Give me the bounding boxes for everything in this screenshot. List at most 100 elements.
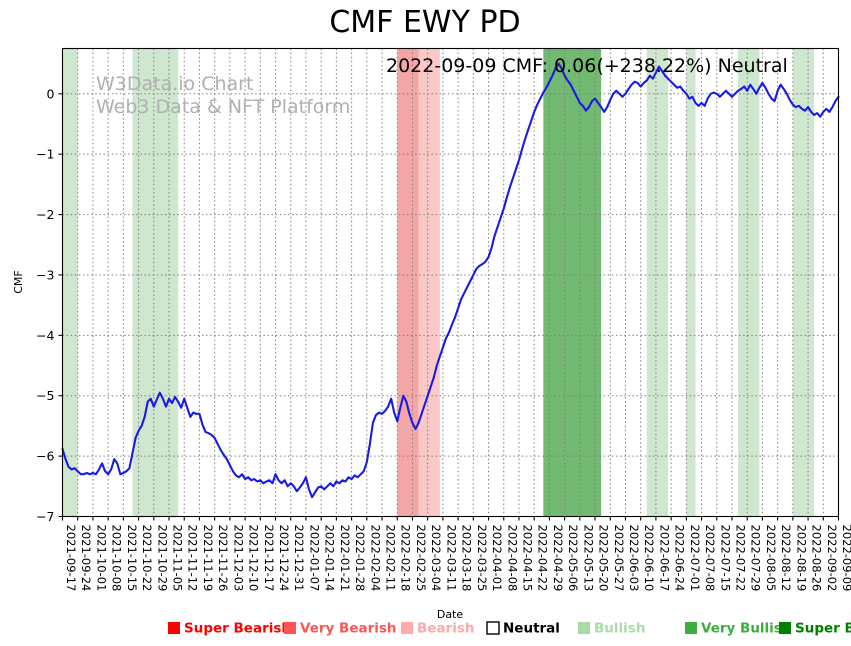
legend-swatch xyxy=(284,622,296,634)
condition-band xyxy=(418,48,440,517)
x-tick-label: 2021-12-03 xyxy=(231,525,245,592)
x-tick-label: 2022-01-21 xyxy=(338,525,352,592)
legend-item[interactable]: Super Bullish xyxy=(779,621,851,637)
x-tick-label: 2022-04-01 xyxy=(490,525,504,592)
condition-band xyxy=(397,48,419,517)
plot-border xyxy=(61,47,840,518)
x-tick-label: 2022-01-07 xyxy=(307,525,321,592)
y-tick-label: −1 xyxy=(36,147,54,162)
x-tick-label: 2022-05-13 xyxy=(581,525,595,592)
y-tick-label: −2 xyxy=(36,207,54,222)
condition-band xyxy=(738,48,760,517)
x-tick-label: 2021-12-17 xyxy=(262,525,276,592)
legend-swatch xyxy=(685,622,697,634)
legend-label: Very Bearish xyxy=(300,621,397,637)
x-tick-label: 2021-12-10 xyxy=(247,525,261,592)
y-tick-label: 0 xyxy=(47,86,55,101)
latest-value-annotation: 2022-09-09 CMF: 0.06(+238.22%) Neutral xyxy=(386,55,788,77)
x-tick-label: 2022-04-15 xyxy=(520,525,534,592)
x-tick-label: 2022-09-02 xyxy=(825,525,839,592)
y-tick-label: −3 xyxy=(36,267,54,282)
page-title: CMF EWY PD xyxy=(329,5,520,40)
x-tick-label: 2022-07-22 xyxy=(733,525,747,592)
x-tick-label: 2022-09-09 xyxy=(840,525,851,592)
x-tick-label: 2022-07-08 xyxy=(703,525,717,592)
x-tick-label: 2022-08-26 xyxy=(810,525,824,592)
condition-band xyxy=(792,48,815,517)
legend-item[interactable]: Bullish xyxy=(578,621,645,637)
legend-swatch xyxy=(578,622,590,634)
watermark-line-1: W3Data.io Chart xyxy=(96,73,253,95)
x-tick-label: 2022-08-05 xyxy=(764,525,778,592)
plot-background xyxy=(62,48,839,517)
x-tick-label: 2021-11-26 xyxy=(216,525,230,592)
x-tick-label: 2022-02-11 xyxy=(384,525,398,592)
legend-label: Bullish xyxy=(594,621,645,637)
y-tick-label: −4 xyxy=(36,328,54,343)
x-tick-label: 2021-12-31 xyxy=(292,525,306,592)
condition-band xyxy=(646,48,669,517)
x-tick-label: 2021-10-15 xyxy=(125,525,139,592)
x-tick-label: 2021-10-22 xyxy=(140,525,154,592)
x-tick-label: 2022-08-19 xyxy=(794,525,808,592)
x-tick-label: 2022-06-10 xyxy=(642,525,656,592)
x-tick-label: 2022-03-25 xyxy=(475,525,489,592)
legend-item[interactable]: Bearish xyxy=(401,621,475,637)
condition-band xyxy=(543,48,602,517)
x-tick-label: 2022-01-14 xyxy=(323,525,337,592)
x-tick-label: 2022-04-29 xyxy=(551,525,565,592)
legend-label: Neutral xyxy=(503,621,560,637)
x-tick-label: 2022-07-15 xyxy=(718,525,732,592)
x-tick-label: 2022-04-08 xyxy=(505,525,519,592)
watermark-line-2: Web3 Data & NFT Platform xyxy=(96,96,350,118)
legend-item[interactable]: Neutral xyxy=(486,621,560,637)
legend-swatch xyxy=(168,622,180,634)
legend-swatch xyxy=(486,621,500,635)
legend-label: Very Bullish xyxy=(701,621,791,637)
legend-item[interactable]: Very Bearish xyxy=(284,621,397,637)
legend-label: Super Bearish xyxy=(184,621,291,637)
x-tick-label: 2022-05-20 xyxy=(597,525,611,592)
x-tick-label: 2022-07-29 xyxy=(749,525,763,592)
x-tick-label: 2022-08-12 xyxy=(779,525,793,592)
condition-band xyxy=(132,48,179,517)
x-tick-label: 2022-02-18 xyxy=(399,525,413,592)
condition-band xyxy=(686,48,696,517)
x-tick-label: 2021-10-01 xyxy=(94,525,108,592)
x-tick-label: 2022-06-24 xyxy=(673,525,687,592)
x-tick-label: 2022-07-01 xyxy=(688,525,702,592)
condition-band xyxy=(62,48,78,517)
x-tick-label: 2021-09-24 xyxy=(79,525,93,592)
condition-bands xyxy=(62,48,815,517)
x-tick-label: 2021-12-24 xyxy=(277,525,291,592)
legend: Super Bearish Very Bearish Bearish Neutral B… xyxy=(168,621,851,637)
x-tick-label: 2022-01-28 xyxy=(353,525,367,592)
plot-area xyxy=(61,48,840,517)
gridlines xyxy=(62,48,839,517)
x-tick-label: 2022-02-25 xyxy=(414,525,428,592)
x-axis-label: Date xyxy=(437,608,464,621)
legend-label: Bearish xyxy=(417,621,475,637)
x-tick-label: 2021-11-12 xyxy=(186,525,200,592)
x-tick-label: 2022-05-27 xyxy=(612,525,626,592)
x-tick-label: 2022-03-04 xyxy=(429,525,443,592)
x-tick-label: 2022-03-18 xyxy=(460,525,474,592)
x-tick-label: 2021-11-05 xyxy=(171,525,185,592)
y-tick-label: −7 xyxy=(36,509,54,524)
y-tick-label: −6 xyxy=(36,449,54,464)
x-tick-label: 2022-02-04 xyxy=(368,525,382,592)
legend-item[interactable]: Super Bearish xyxy=(168,621,291,637)
cmf-line-series xyxy=(61,62,840,499)
x-tick-label: 2022-05-06 xyxy=(566,525,580,592)
legend-label: Super Bullish xyxy=(795,621,851,637)
x-tick-label: 2021-09-17 xyxy=(64,525,78,592)
legend-swatch xyxy=(779,622,791,634)
x-tick-label: 2021-11-19 xyxy=(201,525,215,592)
y-tick-label: −5 xyxy=(36,388,54,403)
x-tick-label: 2022-06-17 xyxy=(657,525,671,592)
legend-item[interactable]: Very Bullish xyxy=(685,621,791,637)
x-tick-label: 2022-06-03 xyxy=(627,525,641,592)
x-tick-label: 2022-03-11 xyxy=(444,525,458,592)
